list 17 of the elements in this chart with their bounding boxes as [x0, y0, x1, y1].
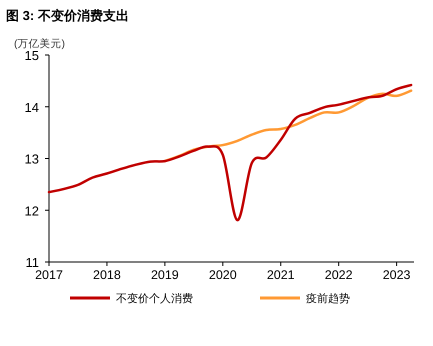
y-tick-label: 15 — [24, 48, 39, 63]
y-tick-label: 13 — [24, 152, 39, 166]
legend-label: 不变价个人消费 — [116, 292, 193, 305]
chart-title: 图 3: 不变价消费支出 — [6, 8, 129, 23]
x-tick-label: 2019 — [150, 268, 179, 282]
y-tick-label: 14 — [24, 100, 39, 115]
y-tick-label: 11 — [26, 255, 39, 270]
y-tick-label: 12 — [24, 203, 39, 218]
x-tick-label: 2021 — [266, 268, 295, 282]
x-tick-label: 2017 — [35, 268, 63, 282]
x-tick-label: 2023 — [382, 268, 411, 282]
x-tick-label: 2020 — [208, 268, 237, 282]
x-tick-label: 2022 — [324, 268, 353, 282]
line-series — [48, 84, 412, 222]
y-axis-title: (万亿美元) — [14, 37, 65, 50]
x-tick-label: 2018 — [93, 268, 121, 282]
legend-label: 疫前趋势 — [306, 292, 350, 305]
